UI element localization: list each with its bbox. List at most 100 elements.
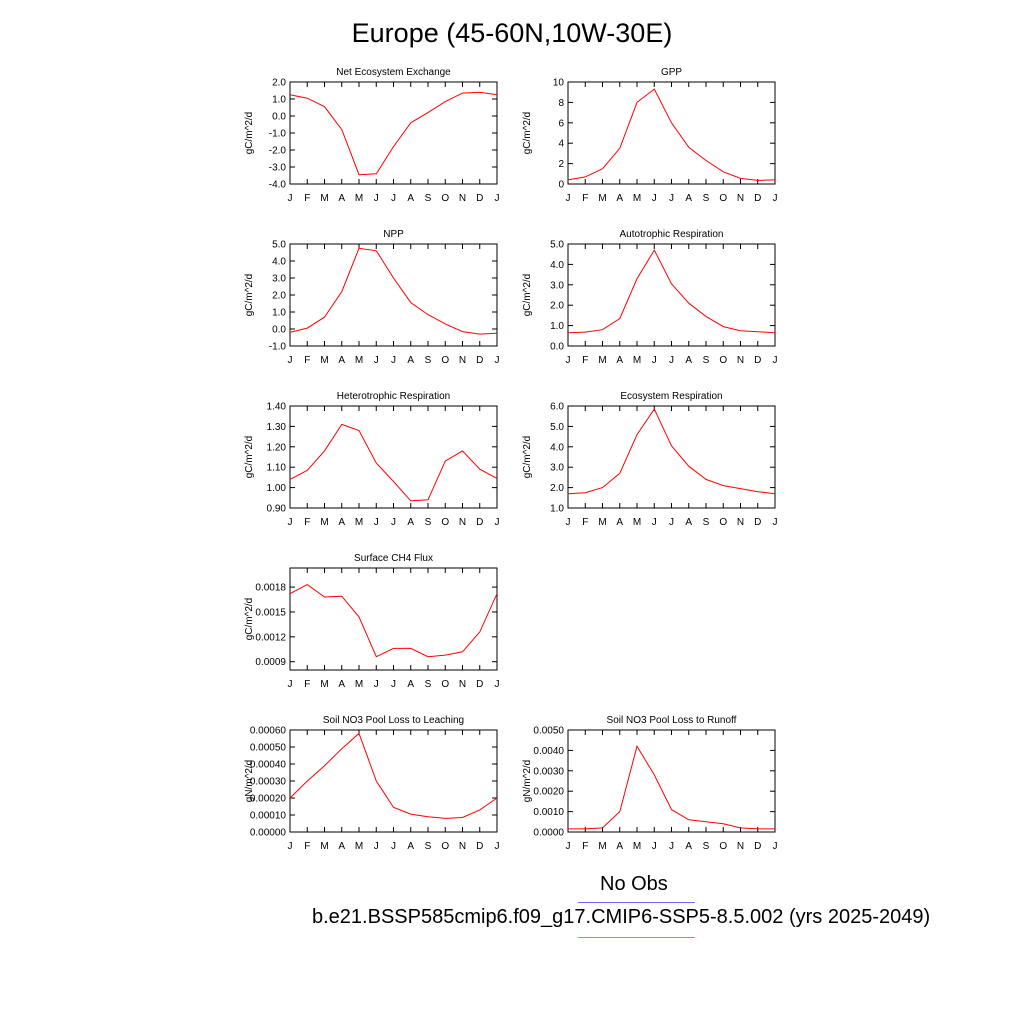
- x-tick-label: S: [425, 841, 432, 852]
- x-tick-label: N: [459, 193, 466, 204]
- x-tick-label: N: [459, 841, 466, 852]
- x-tick-label: D: [754, 517, 761, 528]
- x-tick-label: M: [355, 193, 363, 204]
- x-tick-label: M: [320, 517, 328, 528]
- x-tick-label: J: [566, 517, 571, 528]
- y-tick-label: 2.0: [272, 291, 286, 302]
- x-tick-label: J: [669, 355, 674, 366]
- y-axis-label: gC/m^2/d: [522, 112, 533, 155]
- x-tick-label: M: [598, 517, 606, 528]
- panel-title: Soil NO3 Pool Loss to Leaching: [323, 715, 464, 726]
- y-tick-label: 1.10: [267, 463, 287, 474]
- panel-frame: [567, 729, 776, 833]
- x-tick-label: J: [669, 841, 674, 852]
- y-tick-label: 1.30: [267, 422, 287, 433]
- y-tick-label: 1.20: [267, 442, 287, 453]
- panel-title: Net Ecosystem Exchange: [336, 67, 451, 78]
- x-tick-label: J: [391, 679, 396, 690]
- legend-obs-line: [578, 902, 695, 903]
- y-tick-label: 0.0: [272, 112, 286, 123]
- x-tick-label: D: [476, 355, 483, 366]
- x-tick-label: S: [425, 355, 432, 366]
- x-tick-label: S: [703, 193, 710, 204]
- x-tick-label: J: [495, 193, 500, 204]
- y-tick-label: 0.00020: [250, 794, 287, 805]
- y-tick-label: 0.0018: [255, 583, 286, 594]
- panel-4: Heterotrophic Respiration gC/m^2/d 1.40 1.3…: [244, 391, 500, 528]
- panel-8: Soil NO3 Pool Loss to LeachinggN/m^2/d0.…: [244, 715, 500, 852]
- x-tick-label: A: [616, 355, 623, 366]
- x-tick-label: F: [304, 355, 310, 366]
- y-tick-label: 1.0: [550, 504, 564, 515]
- x-tick-label: D: [476, 679, 483, 690]
- y-tick-label: 0.0012: [255, 632, 286, 643]
- panel-frame: [289, 567, 498, 671]
- y-tick-label: 0.0: [550, 342, 564, 353]
- x-tick-label: J: [669, 517, 674, 528]
- x-tick-label: F: [582, 355, 588, 366]
- x-tick-label: J: [374, 841, 379, 852]
- x-tick-label: S: [703, 517, 710, 528]
- x-tick-label: D: [754, 193, 761, 204]
- y-tick-label: 10: [553, 78, 565, 89]
- y-axis-label: gC/m^2/d: [522, 436, 533, 479]
- x-tick-label: J: [288, 679, 293, 690]
- panel-0: Net Ecosystem Exchange gC/m^2/d 2.0 1.0 0.0 -…: [244, 67, 500, 204]
- y-tick-label: 2: [558, 159, 564, 170]
- x-tick-label: J: [669, 193, 674, 204]
- x-tick-label: A: [616, 193, 623, 204]
- x-tick-label: A: [616, 841, 623, 852]
- x-tick-label: J: [288, 517, 293, 528]
- x-tick-label: A: [685, 841, 692, 852]
- x-tick-label: N: [737, 517, 744, 528]
- x-tick-label: N: [737, 841, 744, 852]
- x-tick-label: A: [407, 355, 414, 366]
- x-tick-label: A: [338, 193, 345, 204]
- x-tick-label: J: [773, 517, 778, 528]
- series-line: [567, 249, 776, 334]
- y-tick-label: 0.0020: [533, 787, 564, 798]
- y-tick-label: -1.0: [269, 129, 287, 140]
- x-tick-label: M: [633, 193, 641, 204]
- panel-frame: [289, 405, 498, 509]
- x-tick-label: J: [288, 355, 293, 366]
- y-tick-label: 0.90: [267, 504, 287, 515]
- x-tick-label: J: [495, 679, 500, 690]
- y-tick-label: 1.0: [550, 321, 564, 332]
- x-tick-label: M: [320, 193, 328, 204]
- panel-frame: [289, 243, 498, 347]
- y-tick-label: 5.0: [550, 422, 564, 433]
- y-tick-label: 2.0: [550, 301, 564, 312]
- y-tick-label: 4.0: [550, 260, 564, 271]
- x-tick-label: F: [304, 841, 310, 852]
- x-tick-label: M: [320, 679, 328, 690]
- x-tick-label: N: [737, 355, 744, 366]
- x-tick-label: A: [685, 193, 692, 204]
- y-tick-label: -2.0: [269, 146, 287, 157]
- y-tick-label: 2.0: [272, 78, 286, 89]
- x-tick-label: D: [754, 355, 761, 366]
- y-tick-label: 1.00: [267, 483, 287, 494]
- x-tick-label: O: [441, 193, 449, 204]
- y-tick-label: 5.0: [272, 240, 286, 251]
- x-tick-label: O: [441, 517, 449, 528]
- y-tick-label: 0.00010: [250, 811, 287, 822]
- y-tick-label: 1.0: [272, 95, 286, 106]
- x-tick-label: J: [391, 355, 396, 366]
- y-tick-label: 0.00050: [250, 743, 287, 754]
- x-tick-label: A: [407, 517, 414, 528]
- y-tick-label: 3.0: [550, 463, 564, 474]
- series-line: [289, 584, 498, 658]
- x-tick-label: M: [633, 517, 641, 528]
- x-tick-label: J: [652, 517, 657, 528]
- x-tick-label: F: [582, 841, 588, 852]
- y-axis-label: gN/m^2/d: [244, 760, 255, 803]
- x-tick-label: M: [320, 355, 328, 366]
- y-axis-label: gC/m^2/d: [244, 112, 255, 155]
- x-tick-label: J: [391, 841, 396, 852]
- legend-case-line: [578, 937, 695, 938]
- series-line: [289, 91, 498, 176]
- x-tick-label: A: [685, 355, 692, 366]
- y-tick-label: -4.0: [269, 180, 287, 191]
